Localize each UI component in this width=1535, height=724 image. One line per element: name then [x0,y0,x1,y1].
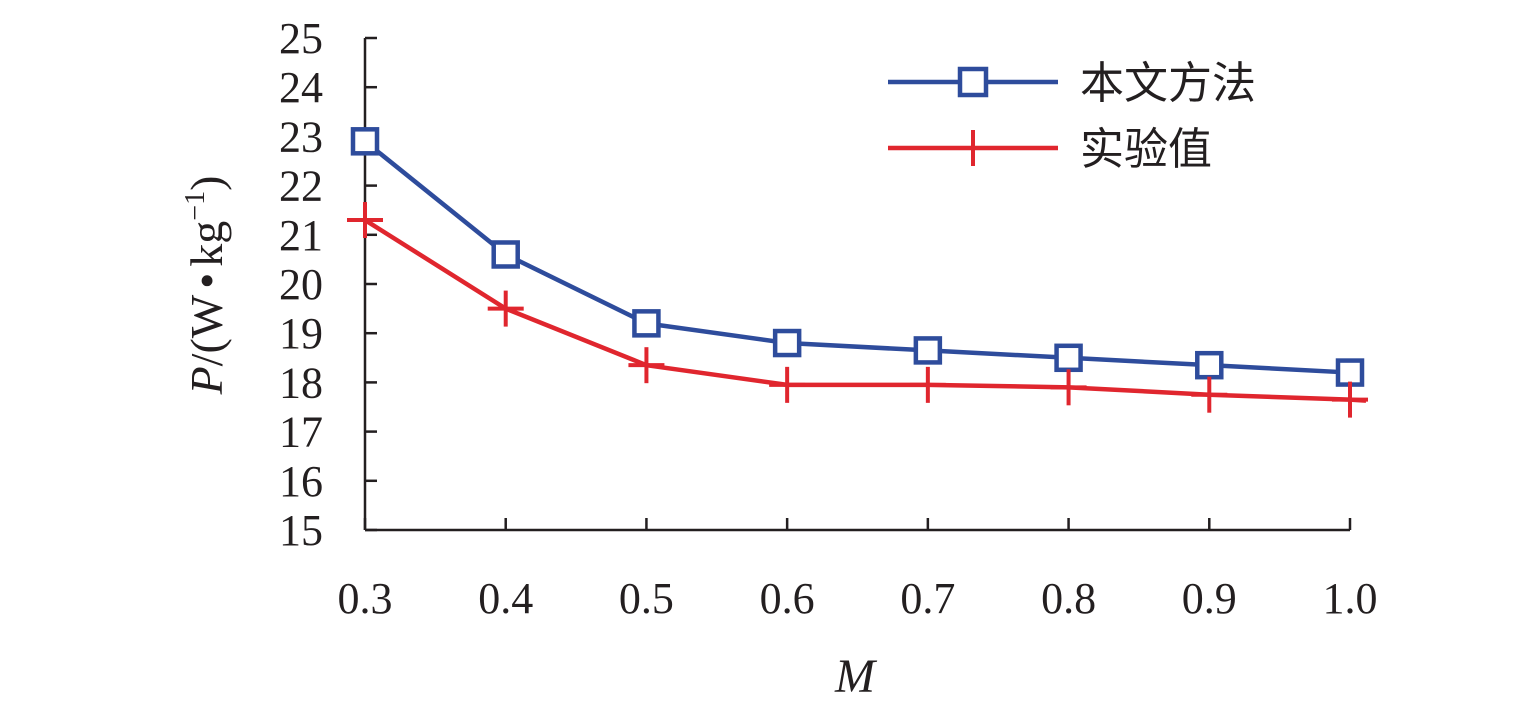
data-point-plus [347,202,383,239]
y-axis-label-unit-open: /(W [181,294,232,366]
y-tick-label: 19 [279,309,323,358]
y-axis-label-dot: • [181,273,232,289]
y-tick-label: 15 [279,506,323,555]
x-tick-label: 0.9 [1182,574,1237,623]
y-axis-label-close: ) [181,176,232,191]
legend-label: 本文方法 [1080,58,1256,109]
y-axis-label-unit-kg: kg [181,221,232,267]
y-tick-label: 24 [279,63,323,112]
data-point-plus [487,290,524,327]
data-point-square [1335,358,1365,387]
y-tick-label: 21 [279,211,323,260]
y-axis-label-symbol: P [181,366,232,395]
y-tick-label: 16 [279,457,323,506]
data-point-plus [1332,381,1368,418]
series-layer [347,127,1368,418]
data-point-plus [1191,376,1228,413]
y-tick-label: 18 [279,358,323,407]
data-point-square [1195,350,1224,380]
data-point-square [1054,343,1083,373]
y-tick-label: 23 [279,112,323,161]
data-point-square [772,328,802,358]
x-tick-label: 0.5 [619,574,674,623]
data-point-square [632,309,661,338]
x-tick-label: 0.4 [478,574,533,623]
y-axis-label: P/(W • kg−1) [180,176,232,396]
x-tick-label: 0.8 [1041,574,1096,623]
x-tick-label: 0.7 [900,574,955,623]
data-point-plus [909,366,946,403]
data-point-plus [769,366,806,403]
data-point-square [913,336,943,365]
x-tick-label: 1.0 [1323,574,1378,623]
x-axis-label: M [834,650,878,703]
y-tick-label: 22 [279,162,323,211]
data-point-square [350,127,380,156]
y-tick-label: 25 [279,14,323,63]
data-point-plus [1050,369,1087,406]
legend-marker-square [957,66,989,98]
y-tick-label: 20 [279,260,323,309]
legend-label: 实验值 [1080,124,1212,175]
data-point-plus [628,347,665,384]
y-axis-label-superscript: −1 [180,191,211,221]
y-tick-label: 17 [279,408,323,457]
data-point-square [491,240,520,269]
x-tick-label: 0.6 [760,574,815,623]
x-tick-label: 0.3 [338,574,393,623]
series-line-1 [363,139,1351,375]
